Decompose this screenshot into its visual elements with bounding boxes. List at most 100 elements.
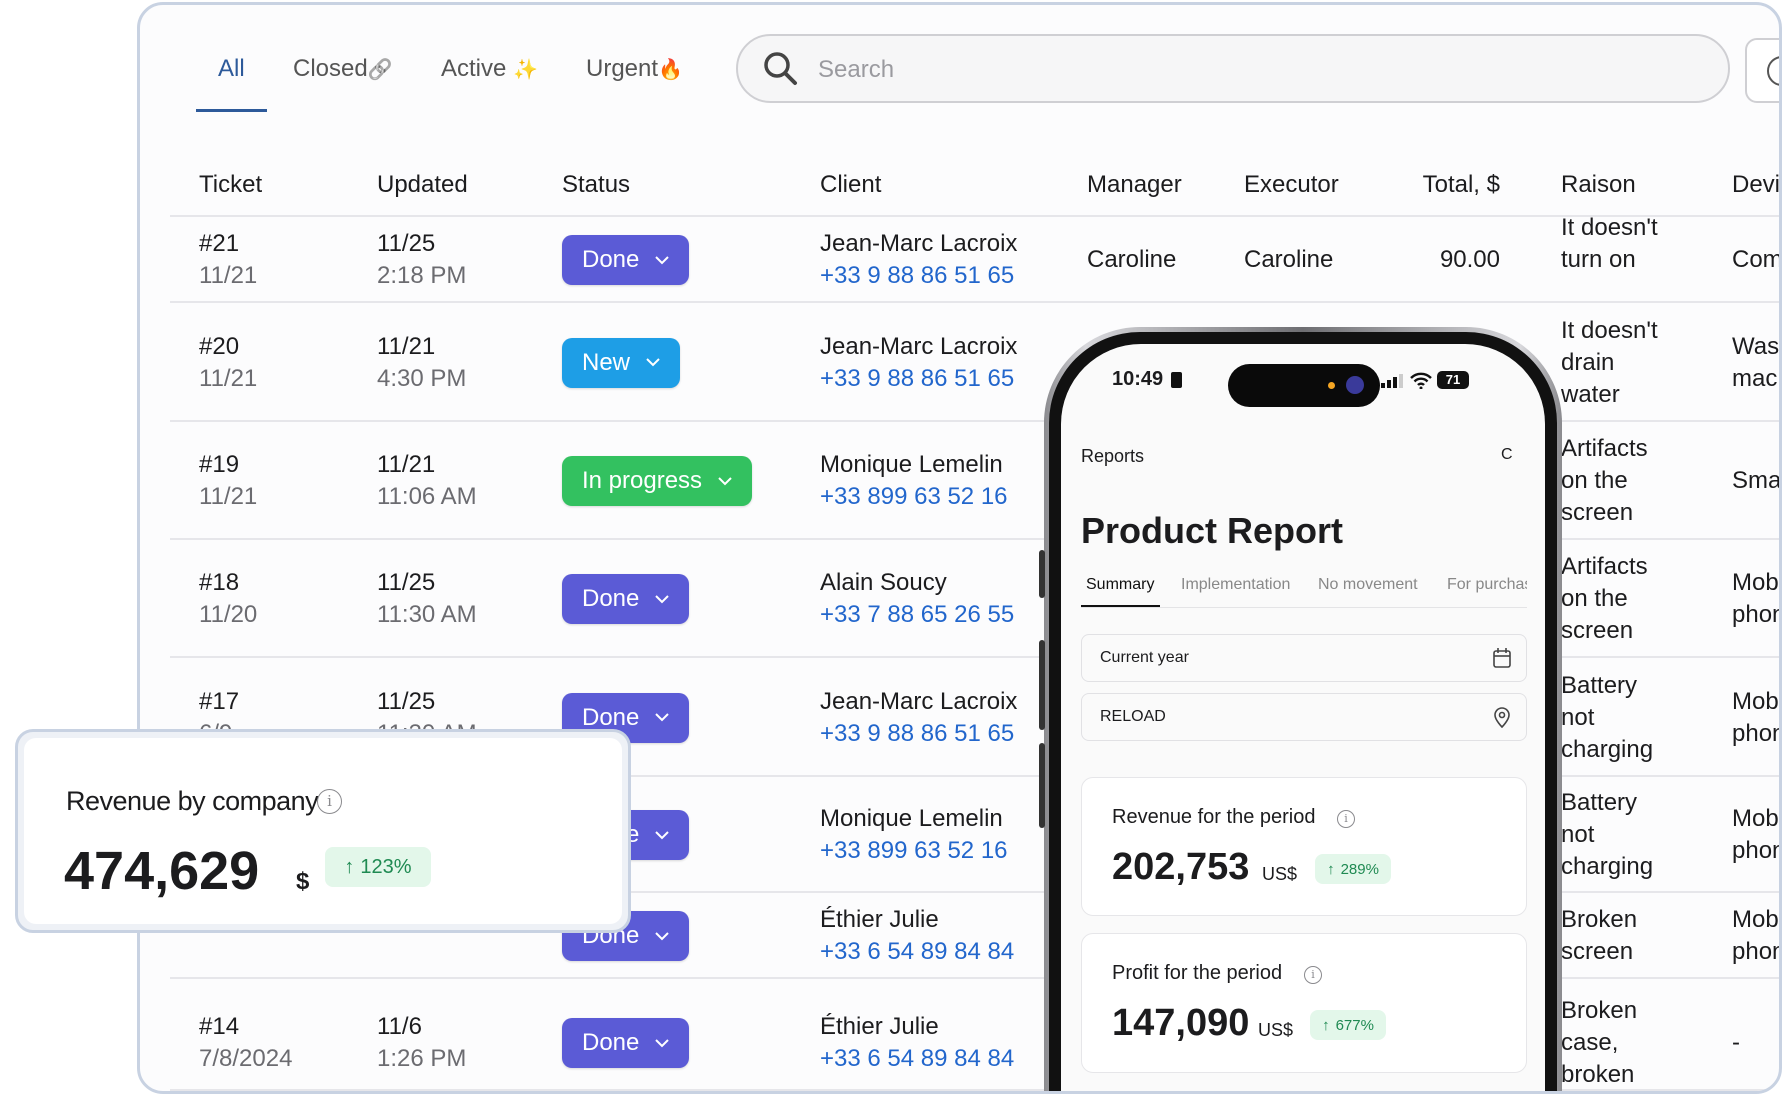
device-cell: Mobi phon [1732,906,1782,965]
link-icon: 🔗 [367,59,393,81]
status-dropdown[interactable]: Done [562,574,690,624]
calendar-icon [1493,648,1511,668]
raison-cell: Broken screen [1561,906,1638,965]
device-cell: Mobi phon [1732,569,1782,628]
updated-cell: 11/6 1:26 PM [377,1013,467,1072]
search-input[interactable]: Search [736,34,1730,103]
tab-closed[interactable]: Closed🔗 [293,55,393,82]
report-tab-implementation[interactable]: Implementation [1181,576,1291,593]
col-client[interactable]: Client [820,171,882,198]
updated-cell: 11/21 4:30 PM [377,332,467,392]
report-tab-no-movement[interactable]: No movement [1318,576,1418,593]
col-status[interactable]: Status [562,171,631,198]
search-icon [764,52,797,85]
info-icon[interactable]: i [1337,810,1355,828]
ticket-cell: #19 11/21 [199,451,258,510]
device-cell: Wash mach [1732,332,1780,392]
report-tab-summary[interactable]: Summary [1086,576,1155,593]
raison-cell: Battery not charging [1561,671,1654,763]
updated-cell: 11/25 2:18 PM [377,230,467,289]
client-phone-link[interactable]: +33 9 88 86 51 65 [820,364,1015,392]
report-title: Product Report [1081,510,1344,551]
raison-cell: Artifacts on the screen [1561,553,1648,644]
col-manager[interactable]: Manager [1087,171,1182,198]
info-button[interactable] [1745,38,1779,103]
raison-cell: It doesn't turn on [1561,214,1658,273]
phone-volume-up [1039,640,1045,730]
info-icon[interactable]: i [1304,966,1322,984]
client-phone-link[interactable]: +33 899 63 52 16 [820,483,1008,510]
period-select[interactable]: Current year [1081,634,1527,682]
nav-right-button[interactable]: C [1501,446,1513,463]
signal-icon [1381,374,1403,388]
executor-cell: Caroline [1244,246,1334,273]
status-dropdown[interactable]: Done [562,1018,690,1068]
phone-mockup: 10:49 71 Reports C Product Report Summar… [1044,327,1562,1091]
location-select[interactable]: RELOAD [1081,693,1527,741]
table-row[interactable]: #19 11/21 11/21 11:06 AM In progress Monique … [170,422,1779,540]
client-phone-link[interactable]: +33 9 88 86 51 65 [820,719,1015,747]
tab-active[interactable]: Active ✨ [441,55,538,82]
client-phone-link[interactable]: +33 899 63 52 16 [820,837,1008,864]
kpi-card-profit: Profit for the period i 147,090 US$ ↑ 677… [1081,933,1527,1073]
location-pin-icon [1494,707,1510,728]
client-cell: Jean-Marc Lacroix +33 9 88 86 51 65 [820,228,1017,292]
client-cell: Alain Soucy +33 7 88 65 26 55 [820,567,1014,631]
chevron-down-icon [718,476,732,485]
manager-cell: Caroline [1087,246,1177,273]
arrow-up-icon: ↑ [1327,860,1335,878]
phone-volume-down [1039,743,1045,828]
col-device[interactable]: Devi [1732,171,1781,198]
ticket-cell: #14 7/8/2024 [199,1013,293,1072]
revenue-by-company-card: Revenue by company i 474,629 $ ↑ 123% [15,729,631,933]
chevron-down-icon [655,1038,670,1047]
change-badge: ↑ 123% [325,847,431,887]
table-row[interactable]: #14 7/8/2024 11/6 1:26 PM Done Éthier Julie +3… [170,979,1779,1091]
chevron-down-icon [646,358,660,367]
chevron-down-icon [655,713,670,722]
status-dropdown[interactable]: In progress [562,456,753,506]
client-cell: Jean-Marc Lacroix +33 9 88 86 51 65 [820,686,1017,750]
col-raison[interactable]: Raison [1561,171,1636,198]
arrow-up-icon: ↑ [1322,1016,1330,1034]
table-row[interactable]: #21 11/21 11/25 2:18 PM Done Jean-Marc Lacroi… [170,214,1779,303]
dynamic-island [1228,364,1380,407]
info-icon[interactable]: i [317,789,342,814]
client-cell: Éthier Julie +33 6 54 89 84 84 [820,904,1014,968]
device-cell: Mobi phon [1732,687,1782,747]
raison-cell: Battery not charging [1561,789,1654,880]
arrow-up-icon: ↑ [344,855,355,878]
table-row[interactable]: #20 11/21 11/21 4:30 PM New Jean-Marc Lacroix… [170,303,1780,422]
chevron-down-icon [655,931,670,940]
tickets-panel: All Closed🔗 Active ✨ Urgent🔥 Search Tick… [137,2,1782,1094]
col-ticket[interactable]: Ticket [199,171,263,198]
table-row[interactable]: #18 11/20 11/25 11:30 AM Done Alain Soucy +33 … [170,540,1782,658]
kpi-card-revenue: Revenue for the period i 202,753 US$ ↑ 28… [1081,777,1527,916]
currency-unit: $ [296,868,310,895]
raison-cell: Broken case, broken [1561,997,1638,1088]
chevron-down-icon [655,830,670,839]
col-updated[interactable]: Updated [377,171,468,198]
client-phone-link[interactable]: +33 9 88 86 51 65 [820,262,1015,289]
chevron-down-icon [655,255,670,264]
col-total[interactable]: Total, $ [1422,171,1500,198]
client-phone-link[interactable]: +33 7 88 65 26 55 [820,601,1015,628]
accessibility-icon [1346,376,1364,394]
client-phone-link[interactable]: +33 6 54 89 84 84 [820,1045,1015,1072]
client-cell: Monique Lemelin +33 899 63 52 16 [820,449,1008,513]
ticket-cell: #21 11/21 [199,230,258,289]
nav-back-title[interactable]: Reports [1081,446,1145,466]
report-tab-for-purchase[interactable]: For purchas [1447,576,1527,593]
status-dropdown[interactable]: Done [562,235,690,285]
tab-all[interactable]: All [218,55,245,82]
tab-urgent[interactable]: Urgent🔥 [586,55,683,82]
device-cell: Mobi phon [1732,805,1782,864]
col-executor[interactable]: Executor [1244,171,1339,198]
change-badge: ↑ 289% [1315,854,1391,884]
client-phone-link[interactable]: +33 6 54 89 84 84 [820,938,1015,965]
updated-cell: 11/21 11:06 AM [377,451,477,510]
status-dropdown[interactable]: New [562,337,681,388]
phone-action-button [1039,550,1045,598]
